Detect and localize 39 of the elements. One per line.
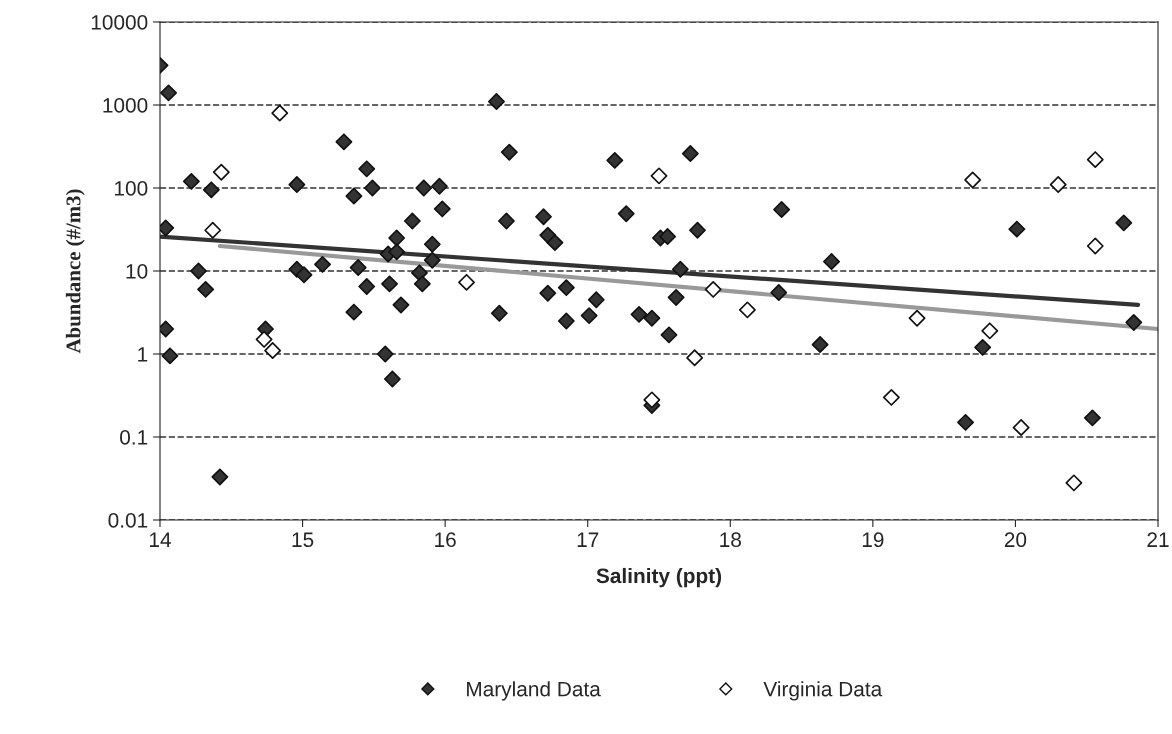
x-axis-title: Salinity (ppt): [596, 567, 722, 588]
point: [650, 167, 668, 185]
point: [1012, 419, 1030, 436]
y-tick-label: 0.1: [120, 430, 148, 445]
point: [981, 322, 999, 340]
x-tick-label: 18: [720, 532, 741, 548]
y-tick-label: 1: [138, 347, 148, 362]
y-axis-title: Abundance (#/m3): [65, 189, 85, 354]
point: [458, 273, 475, 291]
point: [255, 330, 273, 348]
point: [1049, 176, 1067, 194]
point: [1065, 474, 1083, 492]
x-tick-label: 16: [435, 532, 456, 548]
point: [264, 342, 282, 360]
y-tick-label: 0.01: [108, 513, 148, 528]
x-tick-label: 20: [1004, 532, 1027, 548]
y-tick-label: 10000: [91, 15, 148, 30]
x-tick-label: 21: [1147, 532, 1169, 547]
point: [1086, 237, 1104, 255]
legend-label: Virginia Data: [763, 681, 883, 701]
y-tick-label: 100: [115, 181, 148, 196]
point: [643, 391, 661, 409]
x-tick-label: 14: [150, 532, 171, 547]
point: [738, 301, 756, 319]
x-tick-label: 17: [577, 532, 599, 547]
point: [204, 221, 222, 239]
point: [1086, 151, 1104, 169]
y-tick-label: 1000: [103, 98, 148, 113]
point: [964, 171, 982, 189]
y-tick-label: 10: [126, 264, 148, 279]
point: [704, 280, 722, 298]
legend-label: Maryland Data: [467, 681, 601, 701]
x-tick-label: 19: [862, 532, 884, 548]
x-tick-label: 15: [292, 532, 314, 548]
point: [882, 388, 900, 406]
point: [271, 104, 289, 122]
point: [686, 349, 704, 367]
point: [908, 309, 926, 327]
point: [212, 163, 230, 181]
